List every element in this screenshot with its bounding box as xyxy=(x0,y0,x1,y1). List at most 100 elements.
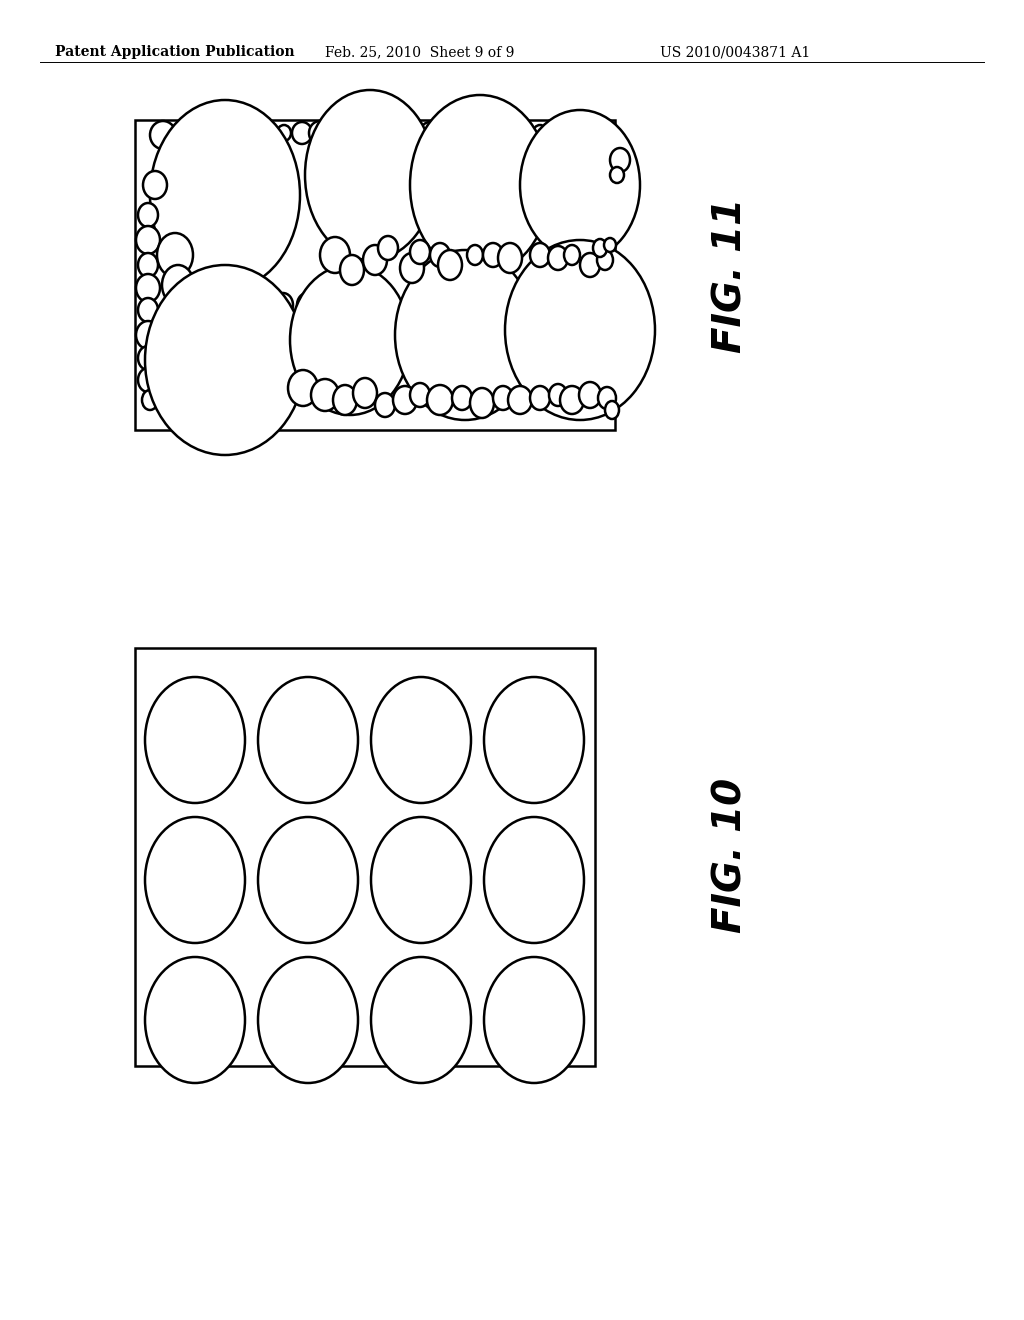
Ellipse shape xyxy=(610,168,624,183)
Ellipse shape xyxy=(534,125,547,141)
Ellipse shape xyxy=(145,817,245,942)
Ellipse shape xyxy=(442,125,456,141)
Ellipse shape xyxy=(353,378,377,408)
Ellipse shape xyxy=(493,385,513,411)
Ellipse shape xyxy=(333,385,357,414)
Ellipse shape xyxy=(163,294,193,330)
Ellipse shape xyxy=(311,379,339,411)
Ellipse shape xyxy=(579,381,601,408)
Ellipse shape xyxy=(145,677,245,803)
Ellipse shape xyxy=(309,121,331,145)
Ellipse shape xyxy=(586,125,600,141)
Ellipse shape xyxy=(560,385,584,414)
Ellipse shape xyxy=(150,121,176,149)
Ellipse shape xyxy=(410,95,550,275)
Bar xyxy=(135,648,595,1067)
Ellipse shape xyxy=(386,123,404,143)
Ellipse shape xyxy=(145,265,305,455)
Ellipse shape xyxy=(601,125,613,140)
Ellipse shape xyxy=(157,234,193,277)
Ellipse shape xyxy=(297,293,317,317)
Ellipse shape xyxy=(400,253,424,282)
Ellipse shape xyxy=(364,125,378,141)
Ellipse shape xyxy=(607,139,617,150)
Ellipse shape xyxy=(457,124,473,143)
Ellipse shape xyxy=(480,125,494,141)
Ellipse shape xyxy=(549,123,567,143)
Ellipse shape xyxy=(520,110,640,260)
Ellipse shape xyxy=(162,265,194,305)
Ellipse shape xyxy=(248,293,268,317)
Ellipse shape xyxy=(452,385,472,411)
Ellipse shape xyxy=(610,148,630,172)
Ellipse shape xyxy=(597,249,613,271)
Text: US 2010/0043871 A1: US 2010/0043871 A1 xyxy=(660,45,810,59)
Ellipse shape xyxy=(136,275,160,302)
Ellipse shape xyxy=(292,121,312,144)
Ellipse shape xyxy=(371,957,471,1082)
Ellipse shape xyxy=(438,249,462,280)
Ellipse shape xyxy=(340,255,364,285)
Ellipse shape xyxy=(142,389,158,411)
Ellipse shape xyxy=(150,100,300,290)
Ellipse shape xyxy=(605,401,618,418)
Ellipse shape xyxy=(393,385,417,414)
Text: FIG. 11: FIG. 11 xyxy=(711,198,749,352)
Ellipse shape xyxy=(255,121,275,144)
Ellipse shape xyxy=(230,322,260,358)
Text: FIG. 10: FIG. 10 xyxy=(711,777,749,932)
Ellipse shape xyxy=(138,253,158,277)
Ellipse shape xyxy=(196,121,218,147)
Ellipse shape xyxy=(498,243,522,273)
Ellipse shape xyxy=(564,246,580,265)
Ellipse shape xyxy=(205,322,234,358)
Ellipse shape xyxy=(467,246,483,265)
Ellipse shape xyxy=(580,253,600,277)
Ellipse shape xyxy=(512,124,528,143)
Ellipse shape xyxy=(371,677,471,803)
Ellipse shape xyxy=(305,90,435,260)
Ellipse shape xyxy=(549,384,567,407)
Ellipse shape xyxy=(371,817,471,942)
Ellipse shape xyxy=(430,243,450,267)
Ellipse shape xyxy=(176,124,194,144)
Ellipse shape xyxy=(375,393,395,417)
Ellipse shape xyxy=(334,124,350,143)
Ellipse shape xyxy=(138,368,158,392)
Ellipse shape xyxy=(362,246,387,275)
Ellipse shape xyxy=(143,172,167,199)
Ellipse shape xyxy=(145,957,245,1082)
Ellipse shape xyxy=(598,387,616,409)
Ellipse shape xyxy=(593,239,607,257)
Ellipse shape xyxy=(138,298,158,322)
Ellipse shape xyxy=(530,243,550,267)
Bar xyxy=(135,120,615,430)
Ellipse shape xyxy=(494,123,512,143)
Ellipse shape xyxy=(530,385,550,411)
Ellipse shape xyxy=(319,238,350,273)
Ellipse shape xyxy=(258,677,358,803)
Ellipse shape xyxy=(406,125,420,141)
Ellipse shape xyxy=(136,321,160,348)
Ellipse shape xyxy=(548,246,568,271)
Ellipse shape xyxy=(420,121,440,144)
Ellipse shape xyxy=(410,383,430,407)
Ellipse shape xyxy=(253,325,278,355)
Ellipse shape xyxy=(177,318,213,362)
Text: Feb. 25, 2010  Sheet 9 of 9: Feb. 25, 2010 Sheet 9 of 9 xyxy=(326,45,515,59)
Ellipse shape xyxy=(351,125,362,140)
Ellipse shape xyxy=(604,238,616,252)
Ellipse shape xyxy=(203,290,227,319)
Ellipse shape xyxy=(278,125,291,141)
Ellipse shape xyxy=(138,203,158,227)
Ellipse shape xyxy=(484,677,584,803)
Ellipse shape xyxy=(311,284,329,306)
Ellipse shape xyxy=(138,346,158,370)
Ellipse shape xyxy=(290,265,410,414)
Ellipse shape xyxy=(395,249,535,420)
Ellipse shape xyxy=(258,957,358,1082)
Ellipse shape xyxy=(483,243,503,267)
Ellipse shape xyxy=(427,385,453,414)
Ellipse shape xyxy=(222,124,238,143)
Ellipse shape xyxy=(153,315,177,345)
